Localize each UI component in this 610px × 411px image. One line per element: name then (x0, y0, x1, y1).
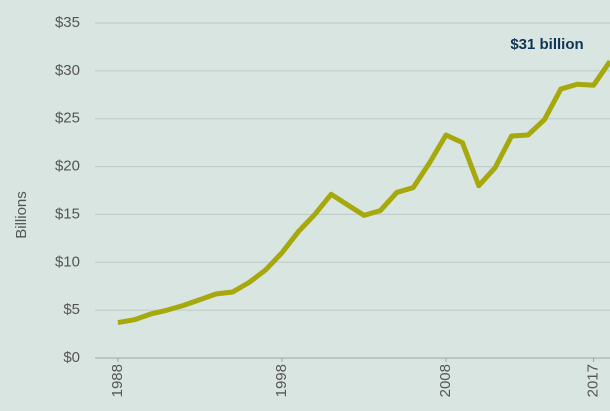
y-tick-label: $35 (55, 14, 80, 31)
y-tick-label: $15 (55, 205, 80, 222)
line (117, 59, 610, 326)
y-tick-label: $20 (55, 158, 80, 175)
x-tick-label: 2008 (437, 364, 454, 397)
x-tick-label: 2017 (585, 364, 602, 397)
y-tick-label: $0 (63, 349, 80, 366)
y-tick-label: $25 (55, 110, 80, 127)
x-tick-label: 1998 (273, 364, 290, 397)
y-tick-label: $10 (55, 253, 80, 270)
y-tick-label: $30 (55, 62, 80, 79)
y-tick-label: $5 (63, 301, 80, 318)
x-tick-label: 1988 (109, 364, 126, 397)
y-axis-label: Billions (13, 191, 30, 239)
annotation: $31 billion (510, 36, 583, 53)
